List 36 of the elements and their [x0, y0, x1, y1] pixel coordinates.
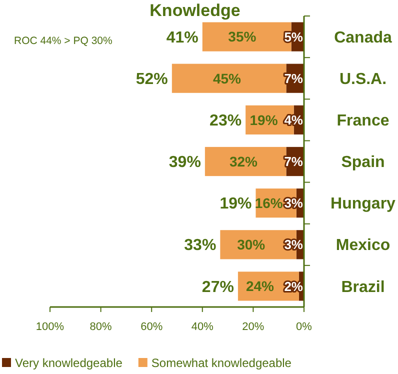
- x-tick-label: 80%: [90, 321, 112, 333]
- bar: [204, 146, 286, 176]
- total-label: 52%: [136, 70, 168, 88]
- y-tick-label: Brazil: [341, 278, 385, 296]
- x-tick-label: 40%: [191, 321, 214, 333]
- data-label: 19%: [250, 112, 278, 128]
- chart-title: Knowledge: [150, 1, 240, 20]
- total-label: 41%: [166, 29, 198, 46]
- data-label: 16%: [254, 194, 284, 211]
- data-label: 35%: [228, 28, 257, 45]
- y-tick-label: France: [336, 112, 390, 130]
- total-label: 19%: [220, 196, 252, 213]
- y-tick-label: Mexico: [336, 237, 390, 254]
- data-label: 7%: [284, 70, 304, 86]
- data-label: 24%: [246, 278, 275, 294]
- bar: [172, 64, 286, 93]
- data-label: 30%: [237, 236, 266, 253]
- y-tick-label: U.S.A.: [339, 70, 387, 88]
- data-label: 32%: [229, 153, 258, 170]
- total-label: 27%: [202, 278, 234, 296]
- data-label: 7%: [284, 154, 304, 170]
- y-tick-label: Spain: [341, 154, 385, 172]
- x-tick-label: 0%: [296, 321, 312, 333]
- total-label: 33%: [184, 237, 216, 254]
- x-tick-label: 100%: [36, 321, 64, 333]
- x-tick-label: 20%: [242, 321, 264, 333]
- x-tick-label: 60%: [140, 321, 163, 333]
- legend-label: Somewhat knowledgeable: [151, 356, 292, 370]
- y-tick-label: Hungary: [330, 196, 396, 213]
- data-label: 45%: [212, 70, 242, 86]
- y-tick-label: Canada: [334, 29, 392, 46]
- data-label: 5%: [284, 29, 304, 44]
- annotation: ROC 44% > PQ 30%: [14, 35, 112, 47]
- total-label: 39%: [168, 154, 201, 172]
- total-label: 23%: [210, 112, 242, 130]
- legend-label: Very knowledgeable: [15, 356, 123, 370]
